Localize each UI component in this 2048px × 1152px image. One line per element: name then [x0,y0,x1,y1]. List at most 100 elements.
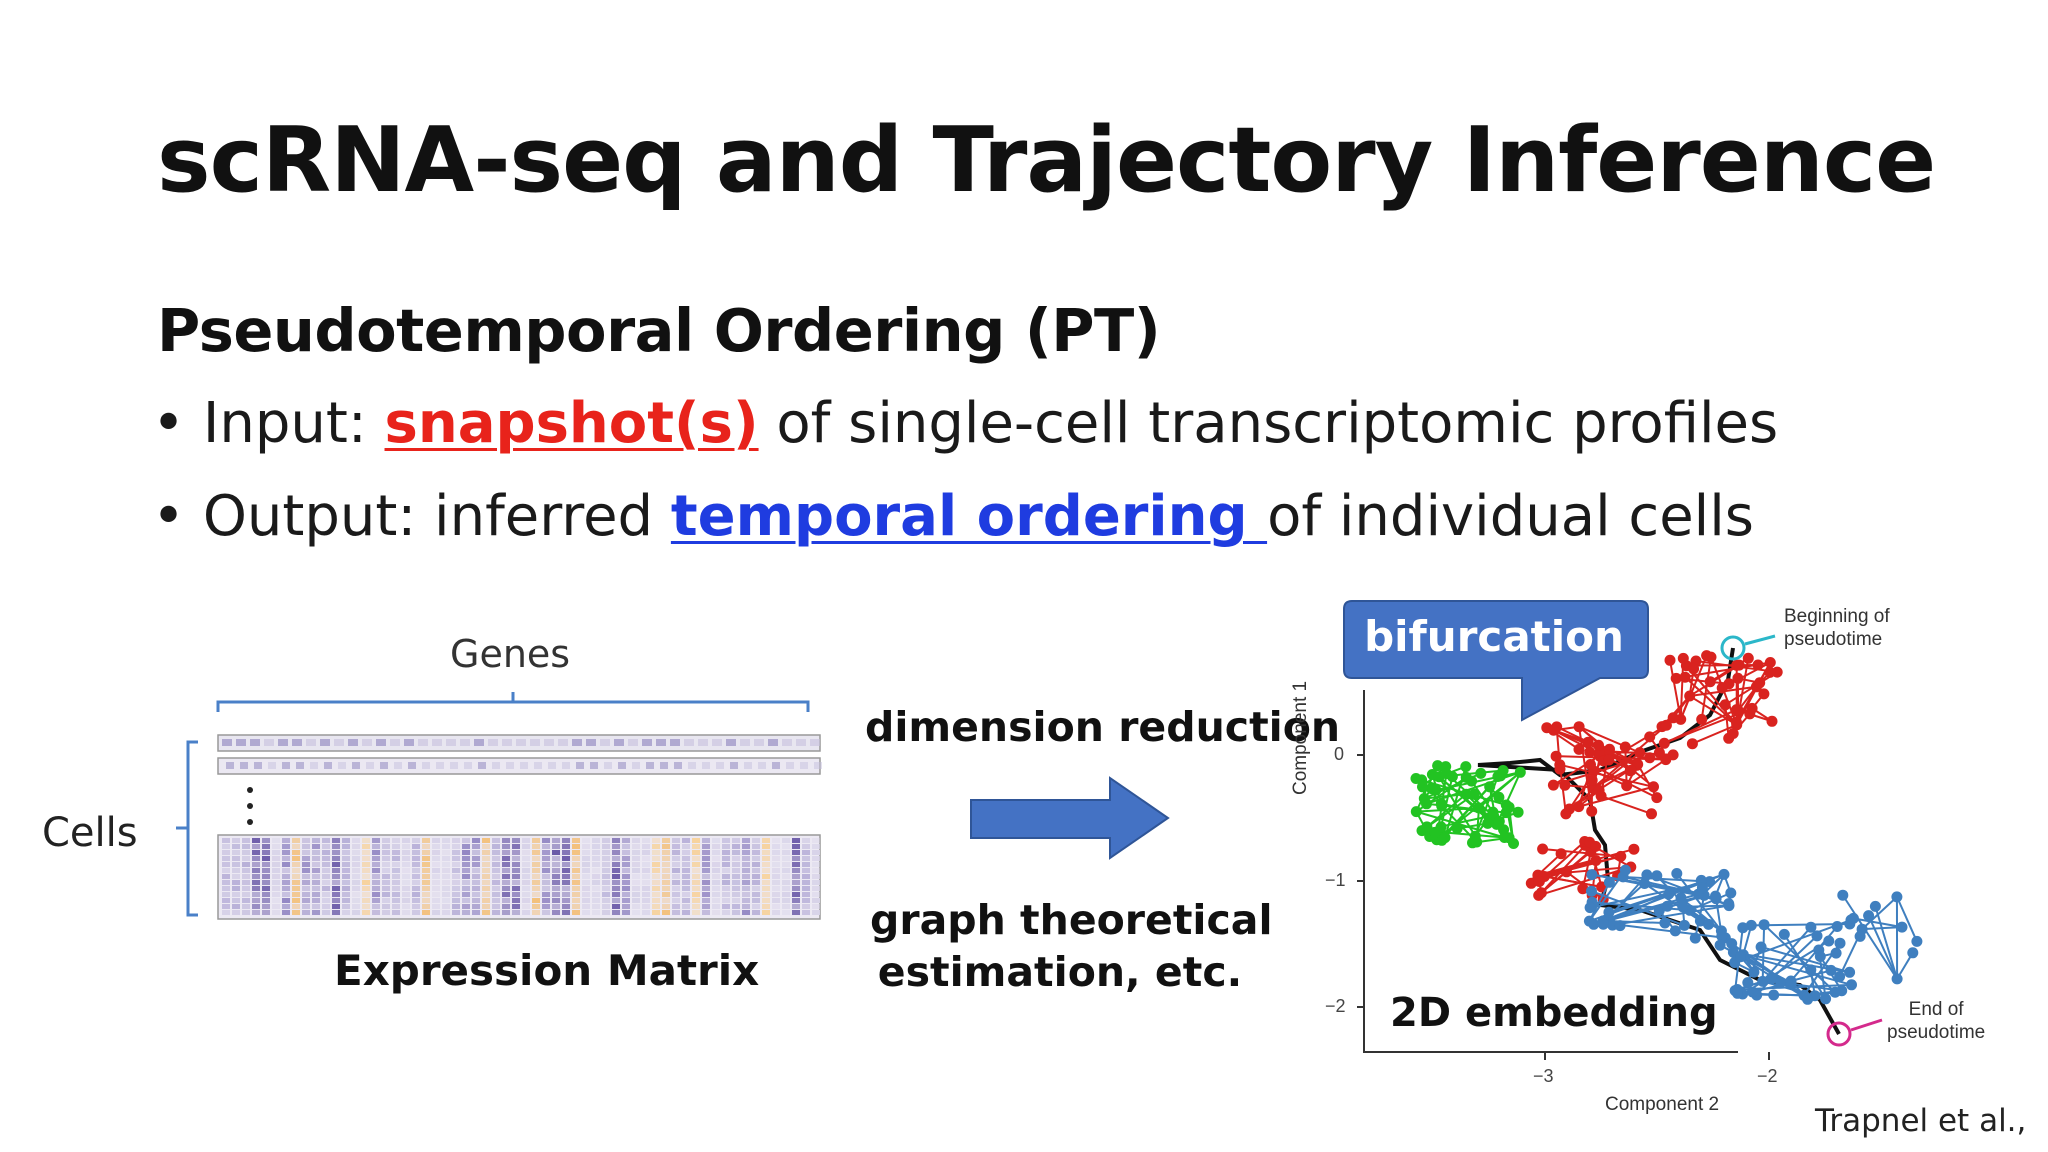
heatmap-cell [372,880,380,885]
heatmap-cell [482,874,490,879]
matrix-row-cell [758,762,766,769]
heatmap-cell [632,874,640,879]
expression-heatmap [217,834,821,920]
heatmap-cell [222,904,230,909]
heatmap-cell [442,856,450,861]
heatmap-cell [792,862,800,867]
heatmap-cell [532,892,540,897]
heatmap-cell [482,886,490,891]
heatmap-cell [412,898,420,903]
heatmap-cell [652,910,660,915]
heatmap-cell [652,898,660,903]
heatmap-cell [242,898,250,903]
graph-estimation-line1: graph theoretical [870,896,1273,944]
heatmap-cell [432,856,440,861]
heatmap-cell [692,850,700,855]
blue-branch-cell [1891,891,1903,903]
heatmap-cell [612,910,620,915]
heatmap-cell [512,868,520,873]
red-branch-cell [1559,779,1571,791]
blue-branch-cell [1844,966,1856,978]
red-branch-edge [1590,763,1658,799]
heatmap-cell [752,844,760,849]
heatmap-cell [812,874,820,879]
heatmap-cell [792,868,800,873]
heatmap-cell [232,886,240,891]
heatmap-cell [732,904,740,909]
heatmap-cell [602,910,610,915]
heatmap-cell [542,874,550,879]
heatmap-cell [652,904,660,909]
heatmap-cell [392,880,400,885]
heatmap-cell [672,874,680,879]
heatmap-cell [352,838,360,843]
heatmap-cell [812,898,820,903]
heatmap-cell [522,898,530,903]
heatmap-cell [542,868,550,873]
heatmap-cell [232,910,240,915]
heatmap-cell [252,898,260,903]
heatmap-cell [422,898,430,903]
green-branch-cell [1467,837,1478,849]
red-branch-cell [1615,850,1627,862]
green-branch-cell [1484,781,1496,793]
heatmap-cell [582,850,590,855]
heatmap-cell [412,892,420,897]
heatmap-cell [672,886,680,891]
heatmap-cell [742,892,750,897]
heatmap-cell [642,844,650,849]
heatmap-cell [722,886,730,891]
green-branch-cell [1429,827,1441,838]
heatmap-cell [642,892,650,897]
blue-branch-cell [1735,951,1746,963]
heatmap-cell [242,856,250,861]
matrix-row-cell [632,762,640,769]
heatmap-cell [252,844,260,849]
heatmap-cell [532,856,540,861]
heatmap-cell [282,904,290,909]
red-branch-cell [1727,728,1739,739]
matrix-row-cell [348,739,358,746]
blue-branch-cell [1745,919,1757,931]
heatmap-cell [782,844,790,849]
matrix-row-cell [478,762,486,769]
heatmap-cell [592,838,600,843]
heatmap-cell [702,904,710,909]
heatmap-cell [312,868,320,873]
y-tick-1: −1 [1325,870,1346,890]
heatmap-cell [672,904,680,909]
heatmap-cell [442,874,450,879]
red-branch-cell [1577,883,1589,895]
heatmap-cell [802,910,810,915]
heatmap-cell [272,850,280,855]
heatmap-cell [362,862,370,867]
heatmap-cell [382,874,390,879]
heatmap-cell [472,874,480,879]
heatmap-cell [322,850,330,855]
heatmap-cell [622,880,630,885]
heatmap-cell [732,874,740,879]
heatmap-cell [312,874,320,879]
heatmap-cell [732,892,740,897]
blue-branch-edge [1589,880,1710,909]
graph-estimation-line2: estimation, etc. [877,948,1243,996]
blue-branch-cell [1677,901,1689,913]
heatmap-cell [342,886,350,891]
heatmap-cell [392,874,400,879]
matrix-row-cell [814,762,822,769]
blue-branch-cell [1588,918,1600,930]
heatmap-cell [632,892,640,897]
heatmap-cell [752,856,760,861]
heatmap-cell [392,844,400,849]
matrix-row-cell [576,762,584,769]
heatmap-cell [302,868,310,873]
heatmap-cell [642,910,650,915]
heatmap-cell [222,862,230,867]
heatmap-cell [762,880,770,885]
blue-branch-cell [1716,930,1728,942]
blue-branch-cell [1678,919,1690,931]
heatmap-cell [802,904,810,909]
heatmap-cell [422,886,430,891]
heatmap-cell [672,862,680,867]
heatmap-cell [372,892,380,897]
